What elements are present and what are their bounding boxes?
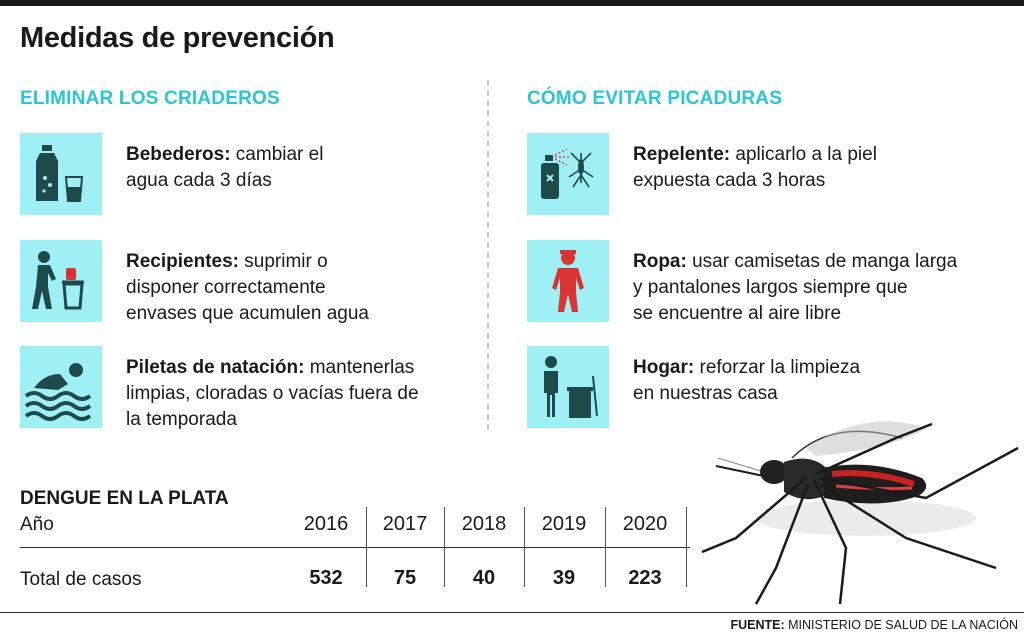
right-column-heading: CÓMO EVITAR PICADURAS	[527, 88, 783, 109]
item-desc-2: agua cada 3 días	[126, 170, 272, 191]
year-cell: 2018	[461, 513, 507, 535]
item-ropa: Ropa: usar camisetas de manga larga y pa…	[527, 240, 957, 327]
person-trash-icon	[20, 240, 102, 322]
item-repelente: Repelente: aplicarlo a la piel expuesta …	[527, 133, 877, 215]
item-label: Hogar:	[633, 357, 695, 378]
top-bar	[0, 0, 1024, 6]
cases-cell: 532	[309, 567, 343, 589]
mosquito-illustration	[701, 421, 1019, 605]
column-separator	[366, 507, 367, 587]
item-desc-1: suprimir o	[238, 251, 328, 272]
year-cell: 2017	[382, 513, 428, 535]
item-desc-1: aplicarlo a la piel	[730, 144, 877, 165]
item-label: Piletas de natación:	[126, 357, 305, 378]
footer-rule	[0, 612, 1024, 613]
item-desc-1: usar camisetas de manga larga	[686, 251, 958, 272]
year-cell: 2020	[622, 513, 668, 535]
year-cell: 2019	[541, 513, 587, 535]
item-label: Ropa:	[633, 251, 687, 272]
year-cell: 2016	[303, 513, 349, 535]
item-desc-2: expuesta cada 3 horas	[633, 170, 826, 191]
column-separator	[444, 507, 445, 587]
item-recipientes: Recipientes: suprimir o disponer correct…	[20, 240, 369, 327]
left-column-heading: ELIMINAR LOS CRIADEROS	[20, 88, 280, 109]
item-desc-2: en nuestras casa	[633, 383, 778, 404]
item-bebederos: Bebederos: cambiar el agua cada 3 días	[20, 133, 323, 215]
item-desc-3: envases que acumulen agua	[126, 303, 369, 324]
row-label-year: Año	[20, 514, 54, 535]
person-clothing-icon	[527, 240, 609, 322]
cases-cell: 39	[552, 567, 576, 589]
item-desc-1: reforzar la limpieza	[694, 357, 861, 378]
source-label: FUENTE:	[730, 618, 785, 632]
item-desc-1: mantenerlas	[304, 357, 415, 378]
column-divider	[487, 80, 489, 430]
column-separator	[524, 507, 525, 587]
page-title: Medidas de prevención	[20, 22, 335, 54]
item-desc-1: cambiar el	[230, 144, 324, 165]
source-text: MINISTERIO DE SALUD DE LA NACIÓN	[784, 618, 1018, 632]
item-desc-2: y pantalones largos siempre que	[633, 277, 908, 298]
column-separator	[605, 507, 606, 587]
stats-title: DENGUE EN LA PLATA	[20, 488, 229, 509]
item-desc-2: limpias, cloradas o vacías fuera de	[126, 383, 419, 404]
item-desc-3: la temporada	[126, 409, 237, 430]
bottle-glass-icon	[20, 133, 102, 215]
cases-cell: 223	[628, 567, 662, 589]
item-piletas: Piletas de natación: mantenerlas limpias…	[20, 346, 419, 433]
spray-mosquito-icon	[527, 133, 609, 215]
swimmer-icon	[20, 346, 102, 428]
row-label-cases: Total de casos	[20, 569, 142, 590]
item-label: Repelente:	[633, 144, 731, 165]
person-cleaning-icon	[527, 346, 609, 428]
cases-cell: 40	[472, 567, 496, 589]
item-hogar: Hogar: reforzar la limpieza en nuestras …	[527, 346, 860, 428]
table-separator	[20, 547, 690, 548]
item-desc-3: se encuentre al aire libre	[633, 303, 842, 324]
item-label: Recipientes:	[126, 251, 239, 272]
item-desc-2: disponer correctamente	[126, 277, 326, 298]
source-credit: FUENTE: MINISTERIO DE SALUD DE LA NACIÓN	[730, 618, 1018, 632]
item-label: Bebederos:	[126, 144, 231, 165]
cases-cell: 75	[393, 567, 417, 589]
column-separator	[686, 507, 687, 587]
